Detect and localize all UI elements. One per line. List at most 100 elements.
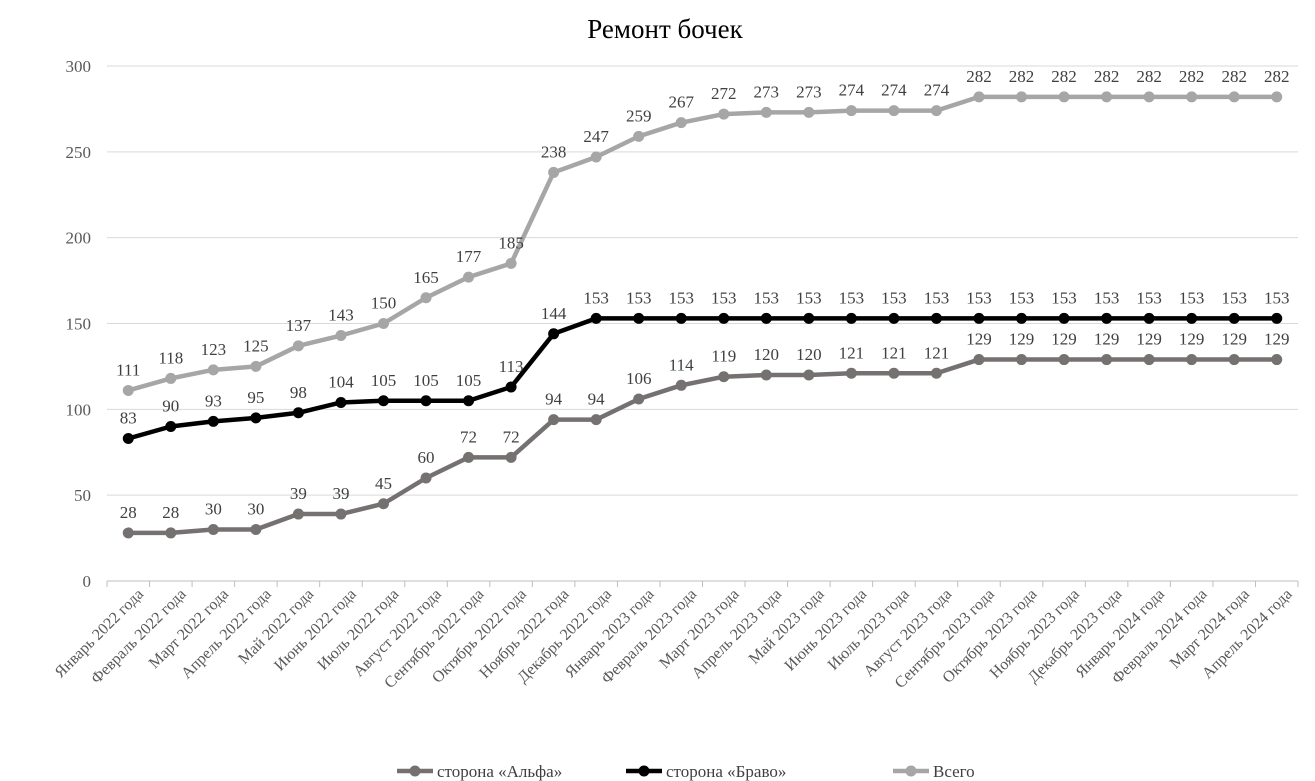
data-label: 143 <box>328 306 354 325</box>
x-tick-label: Май 2023 года <box>746 586 828 668</box>
data-point <box>888 312 900 324</box>
data-label: 105 <box>371 371 397 390</box>
data-label: 282 <box>1094 67 1120 86</box>
data-label: 153 <box>1264 288 1290 307</box>
data-label: 273 <box>754 82 780 101</box>
data-label: 282 <box>1221 67 1247 86</box>
data-point <box>548 328 560 340</box>
data-point <box>335 508 347 520</box>
data-label: 267 <box>668 93 694 112</box>
y-tick-label: 0 <box>83 572 92 591</box>
data-label: 104 <box>328 372 354 391</box>
data-label: 153 <box>1051 288 1077 307</box>
data-label: 105 <box>456 371 482 390</box>
data-point <box>1016 312 1028 324</box>
data-label: 144 <box>541 304 567 323</box>
data-label: 282 <box>1051 67 1077 86</box>
data-label: 165 <box>413 268 439 287</box>
data-point <box>1143 91 1155 103</box>
legend-label: сторона «Браво» <box>666 762 786 781</box>
data-point <box>930 312 942 324</box>
data-point <box>1101 312 1113 324</box>
data-point <box>165 527 177 539</box>
data-point <box>420 395 432 407</box>
y-tick-label: 300 <box>66 57 92 76</box>
data-label: 153 <box>754 288 780 307</box>
data-label: 129 <box>1136 330 1162 349</box>
data-point <box>207 524 219 535</box>
data-point <box>675 379 687 391</box>
data-point <box>1143 312 1155 324</box>
data-label: 28 <box>120 503 137 522</box>
data-label: 106 <box>626 369 652 388</box>
series-group <box>122 91 1283 396</box>
data-label: 272 <box>711 84 737 103</box>
data-point <box>1271 91 1283 103</box>
data-point <box>505 257 517 269</box>
data-point <box>803 369 815 381</box>
data-label: 153 <box>881 288 907 307</box>
y-tick-label: 50 <box>74 486 91 505</box>
data-point <box>973 91 985 103</box>
data-label: 39 <box>332 484 349 503</box>
legend-marker <box>905 765 917 777</box>
data-label: 121 <box>924 343 950 362</box>
data-point <box>463 271 475 283</box>
data-label: 83 <box>120 409 137 428</box>
data-point <box>165 372 177 384</box>
data-point <box>803 106 815 118</box>
data-label: 119 <box>711 347 736 366</box>
data-label: 274 <box>924 81 950 100</box>
data-point <box>845 312 857 324</box>
data-point <box>505 451 517 463</box>
data-label: 137 <box>286 316 312 335</box>
data-point <box>292 340 304 352</box>
data-label: 153 <box>1009 288 1035 307</box>
data-label: 123 <box>201 340 227 359</box>
data-point <box>1228 312 1240 324</box>
series-lines <box>122 91 1283 539</box>
data-point <box>760 312 772 324</box>
data-point <box>122 384 134 396</box>
legend-label: сторона «Альфа» <box>437 762 562 781</box>
data-point <box>718 312 730 324</box>
data-label: 238 <box>541 142 567 161</box>
legend-marker <box>409 765 421 777</box>
data-labels: 28 28 30 30 39 39 45 60 72 72 94 94 106 114 119 120 120 1… <box>116 67 1289 522</box>
data-point <box>888 367 900 379</box>
data-point <box>1016 354 1028 366</box>
legend-label: Всего <box>933 762 975 781</box>
data-point <box>207 415 219 427</box>
data-label: 153 <box>711 288 737 307</box>
data-label: 259 <box>626 106 652 125</box>
data-label: 93 <box>205 391 222 410</box>
data-point <box>420 472 432 484</box>
data-point <box>760 369 772 381</box>
data-label: 153 <box>626 288 652 307</box>
data-label: 129 <box>966 330 992 349</box>
data-label: 129 <box>1009 330 1035 349</box>
data-label: 129 <box>1094 330 1120 349</box>
data-point <box>420 292 432 304</box>
data-label: 247 <box>583 127 609 146</box>
data-point <box>633 312 645 324</box>
data-label: 90 <box>162 397 179 416</box>
data-point <box>633 393 645 405</box>
data-point <box>463 451 475 463</box>
data-label: 111 <box>116 360 140 379</box>
data-point <box>845 367 857 379</box>
data-point <box>1186 91 1198 103</box>
data-point <box>590 312 602 324</box>
data-point <box>675 312 687 324</box>
data-point <box>377 498 389 510</box>
data-label: 177 <box>456 247 482 266</box>
data-label: 121 <box>839 343 865 362</box>
data-label: 274 <box>881 81 907 100</box>
data-point <box>1101 91 1113 103</box>
data-label: 153 <box>1221 288 1247 307</box>
data-label: 45 <box>375 474 392 493</box>
data-point <box>718 371 730 383</box>
legend-item: Всего <box>893 762 975 781</box>
data-point <box>122 527 134 539</box>
data-point <box>973 354 985 366</box>
